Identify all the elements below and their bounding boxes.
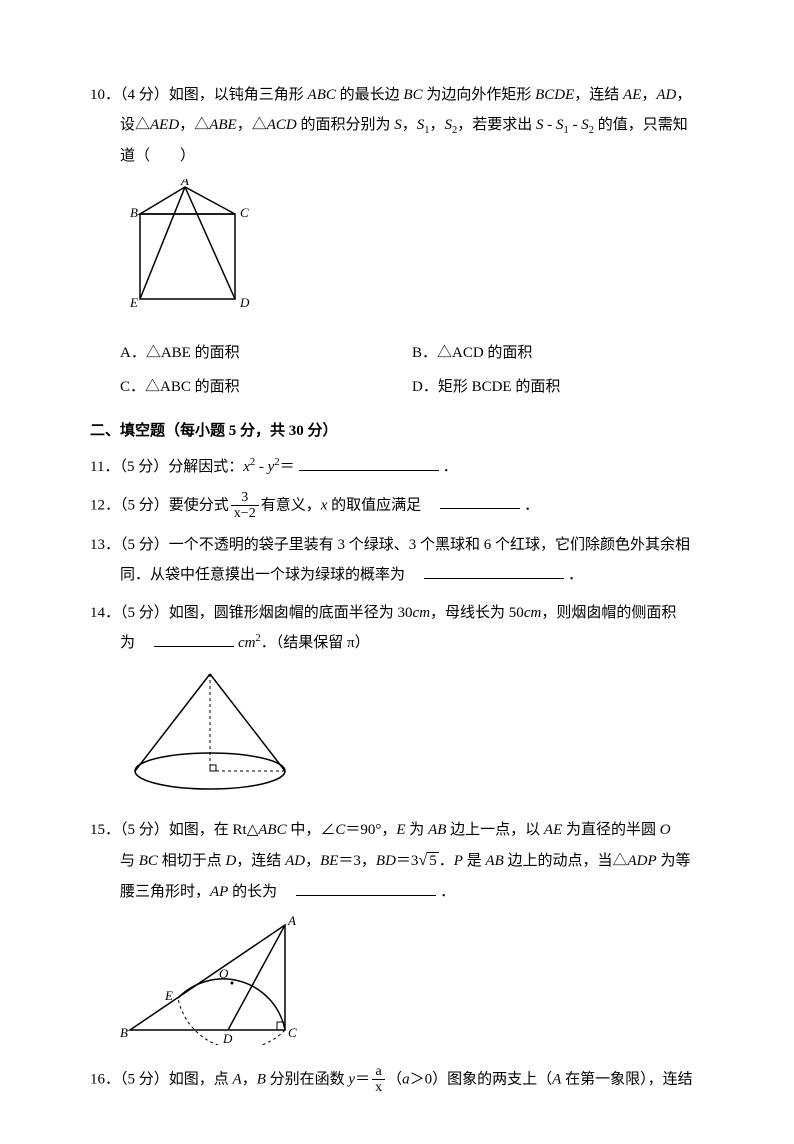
q13-number: 13． xyxy=(90,537,120,553)
q11-number: 11． xyxy=(90,459,119,475)
q13-blank[interactable] xyxy=(424,563,564,579)
q11-blank[interactable] xyxy=(299,455,439,471)
q14-number: 14． xyxy=(90,605,120,621)
q10-svg: A B C E D xyxy=(120,179,260,319)
question-13: 13．（5 分）一个不透明的袋子里装有 3 个绿球、3 个黑球和 6 个红球，它… xyxy=(90,530,704,590)
label-a: A xyxy=(180,179,189,188)
q11-points: （5 分） xyxy=(119,459,168,475)
label-e: E xyxy=(164,988,173,1003)
q13-points: （5 分） xyxy=(120,537,169,553)
question-16: 16．（5 分）如图，点 A，B 分别在函数 y＝ax（a＞0）图象的两支上（A… xyxy=(90,1064,704,1096)
q10-points: （4 分） xyxy=(120,87,169,103)
q10-text: 10．（4 分）如图，以钝角三角形 ABC 的最长边 BC 为边向外作矩形 BC… xyxy=(90,80,704,110)
label-b: B xyxy=(120,1025,128,1040)
label-c: C xyxy=(288,1025,297,1040)
point-o xyxy=(231,981,234,984)
q14-line2: 为 cm2．（结果保留 π） xyxy=(90,628,704,658)
q10-line3: 道（ ） xyxy=(90,141,704,171)
label-a: A xyxy=(287,915,296,928)
question-15: 15．（5 分）如图，在 Rt△ABC 中，∠C＝90°，E 为 AB 边上一点… xyxy=(90,815,704,1056)
q14-figure xyxy=(120,666,704,807)
q16-number: 16． xyxy=(90,1071,120,1087)
q13-line1: 13．（5 分）一个不透明的袋子里装有 3 个绿球、3 个黑球和 6 个红球，它… xyxy=(90,530,704,560)
question-14: 14．（5 分）如图，圆锥形烟囱帽的底面半径为 30cm，母线长为 50cm，则… xyxy=(90,598,704,807)
cone-left xyxy=(135,674,210,771)
q15-number: 15． xyxy=(90,822,120,838)
cone-right xyxy=(210,674,285,771)
q10-option-c[interactable]: C．△ABC 的面积 xyxy=(120,372,412,402)
right-angle xyxy=(210,765,216,771)
q12-fraction: 3x−2 xyxy=(231,490,259,522)
q10-options: A．△ABE 的面积 B．△ACD 的面积 C．△ABC 的面积 D．矩形 BC… xyxy=(90,338,704,406)
q14-line1: 14．（5 分）如图，圆锥形烟囱帽的底面半径为 30cm，母线长为 50cm，则… xyxy=(90,598,704,628)
label-d: D xyxy=(222,1031,233,1045)
q12-blank[interactable] xyxy=(440,493,520,509)
rect-bcde xyxy=(140,214,235,299)
q13-line2: 同．从袋中任意摸出一个球为绿球的概率为 ． xyxy=(90,560,704,590)
section2-header: 二、填空题（每小题 5 分，共 30 分） xyxy=(90,416,704,446)
triangle-abc xyxy=(130,925,285,1030)
label-e: E xyxy=(129,295,138,310)
q12-points: （5 分） xyxy=(120,497,169,513)
label-o: O xyxy=(219,966,229,981)
label-d: D xyxy=(239,295,250,310)
q16-points: （5 分） xyxy=(120,1071,169,1087)
question-11: 11．（5 分）分解因式：x2 - y2＝． xyxy=(90,452,704,482)
q15-svg: A B C D E O xyxy=(120,915,320,1045)
line-ae xyxy=(140,187,185,299)
label-c: C xyxy=(240,205,249,220)
q15-line3: 腰三角形时，AP 的长为 ． xyxy=(90,877,704,907)
q14-svg xyxy=(120,666,300,796)
q10-option-d[interactable]: D．矩形 BCDE 的面积 xyxy=(412,372,704,402)
q15-figure: A B C D E O xyxy=(120,915,704,1056)
q10-figure: A B C E D xyxy=(120,179,704,330)
q15-line2: 与 BC 相切于点 D，连结 AD，BE＝3，BD＝35．P 是 AB 边上的动… xyxy=(90,845,704,877)
line-ad xyxy=(185,187,235,299)
q15-blank[interactable] xyxy=(296,880,436,896)
q16-fraction: ax xyxy=(372,1064,385,1096)
q15-points: （5 分） xyxy=(120,822,169,838)
q10-line2: 设△AED，△ABE，△ACD 的面积分别为 S，S1，S2，若要求出 S - … xyxy=(90,110,704,141)
sqrt5: 5 xyxy=(418,845,438,877)
q10-option-b[interactable]: B．△ACD 的面积 xyxy=(412,338,704,368)
q14-blank[interactable] xyxy=(154,631,234,647)
label-b: B xyxy=(130,205,138,220)
q10-number: 10． xyxy=(90,87,120,103)
q15-line1: 15．（5 分）如图，在 Rt△ABC 中，∠C＝90°，E 为 AB 边上一点… xyxy=(90,815,704,845)
q12-number: 12． xyxy=(90,497,120,513)
line-ad xyxy=(228,925,285,1030)
question-12: 12．（5 分）要使分式3x−2有意义，x 的取值应满足 ． xyxy=(90,490,704,522)
q10-option-a[interactable]: A．△ABE 的面积 xyxy=(120,338,412,368)
q14-points: （5 分） xyxy=(120,605,169,621)
question-10: 10．（4 分）如图，以钝角三角形 ABC 的最长边 BC 为边向外作矩形 BC… xyxy=(90,80,704,406)
